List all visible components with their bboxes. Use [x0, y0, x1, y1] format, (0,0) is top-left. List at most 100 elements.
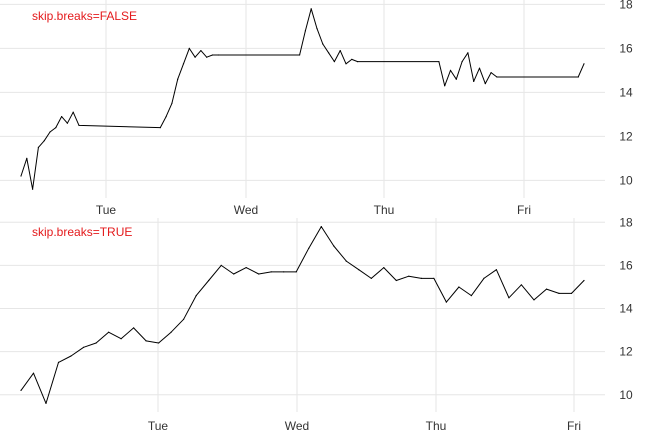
- data-point: [220, 264, 222, 266]
- data-point: [299, 54, 301, 56]
- data-point: [470, 295, 472, 297]
- data-point: [145, 340, 147, 342]
- data-point: [70, 355, 72, 357]
- data-point: [496, 76, 498, 78]
- data-point: [577, 76, 579, 78]
- data-point: [461, 61, 463, 63]
- data-point: [171, 102, 173, 104]
- data-point: [43, 140, 45, 142]
- data-point: [211, 54, 214, 56]
- data-point: [206, 56, 208, 58]
- data-point: [333, 61, 335, 63]
- y-axis-ticks: 10 12 14 16 18: [619, 215, 633, 401]
- y-tick-label: 16: [619, 258, 633, 272]
- data-point: [455, 78, 457, 80]
- data-point: [328, 52, 330, 54]
- data-point: [433, 277, 435, 279]
- data-point: [558, 292, 560, 294]
- data-point: [420, 277, 422, 279]
- data-point: [55, 127, 57, 129]
- data-point: [195, 295, 197, 297]
- series-line: [20, 8, 585, 190]
- series-layer: [20, 226, 585, 404]
- x-axis-ticks: Tue Wed Thu Fri: [96, 203, 531, 217]
- x-tick-label: Wed: [285, 419, 309, 432]
- data-point: [182, 63, 185, 65]
- data-point: [57, 361, 60, 363]
- data-point: [133, 327, 135, 329]
- data-point: [245, 267, 247, 269]
- data-point: [449, 69, 452, 71]
- data-point: [495, 269, 497, 271]
- data-point: [200, 50, 202, 52]
- data-point: [177, 78, 179, 80]
- x-tick-label: Wed: [234, 203, 258, 217]
- data-point: [345, 260, 347, 262]
- data-point: [490, 72, 492, 74]
- data-point: [520, 284, 523, 286]
- data-point: [570, 292, 573, 294]
- data-point: [194, 56, 196, 58]
- y-tick-label: 14: [619, 85, 633, 99]
- chart-panel-skip-breaks-false: Tue Wed Thu Fri 10 12 14 16 18 skip.brea…: [0, 0, 633, 217]
- data-point: [316, 28, 318, 30]
- data-point: [45, 402, 47, 404]
- grid: [0, 0, 605, 198]
- data-point: [484, 83, 486, 85]
- data-point: [383, 267, 385, 269]
- data-point: [583, 279, 585, 282]
- y-tick-label: 12: [619, 345, 633, 359]
- data-point: [508, 297, 510, 299]
- data-point: [95, 342, 97, 344]
- data-point: [37, 146, 40, 148]
- y-tick-label: 10: [619, 173, 633, 187]
- data-point: [345, 63, 347, 65]
- y-axis-ticks: 10 12 14 16 18: [619, 0, 633, 187]
- x-axis-ticks: Tue Wed Thu Fri: [148, 419, 581, 432]
- data-point: [26, 157, 28, 159]
- data-point: [438, 61, 440, 63]
- data-point: [72, 111, 74, 113]
- data-point: [358, 269, 360, 271]
- data-point: [351, 58, 353, 61]
- data-point: [170, 331, 172, 333]
- x-tick-label: Tue: [148, 419, 169, 432]
- data-point: [408, 275, 410, 277]
- data-point: [158, 342, 160, 344]
- x-tick-label: Tue: [96, 203, 117, 217]
- data-point: [183, 318, 185, 320]
- y-tick-label: 12: [619, 129, 633, 143]
- y-tick-label: 16: [619, 41, 633, 55]
- data-point: [370, 277, 372, 279]
- data-point: [31, 188, 34, 190]
- data-point: [357, 61, 359, 63]
- data-point: [483, 277, 485, 279]
- y-tick-label: 18: [619, 0, 633, 11]
- data-point: [310, 8, 312, 10]
- x-tick-label: Thu: [374, 203, 395, 217]
- data-point: [445, 301, 447, 303]
- data-point: [283, 271, 285, 273]
- data-point: [165, 116, 167, 118]
- data-point: [208, 279, 210, 282]
- data-point: [20, 389, 22, 391]
- data-point: [467, 52, 469, 54]
- data-point: [304, 30, 306, 32]
- y-tick-label: 18: [619, 215, 633, 229]
- x-tick-label: Thu: [426, 419, 447, 432]
- data-point: [217, 54, 219, 56]
- series-line: [20, 226, 585, 404]
- data-point: [20, 175, 22, 177]
- y-tick-label: 10: [619, 388, 633, 402]
- data-point: [545, 288, 548, 290]
- data-point: [66, 122, 68, 124]
- data-point: [258, 273, 260, 275]
- series-layer: [20, 8, 585, 190]
- data-point: [108, 331, 110, 333]
- data-point: [49, 131, 51, 133]
- grid: [0, 218, 605, 412]
- data-point: [333, 245, 335, 247]
- data-point: [233, 273, 235, 275]
